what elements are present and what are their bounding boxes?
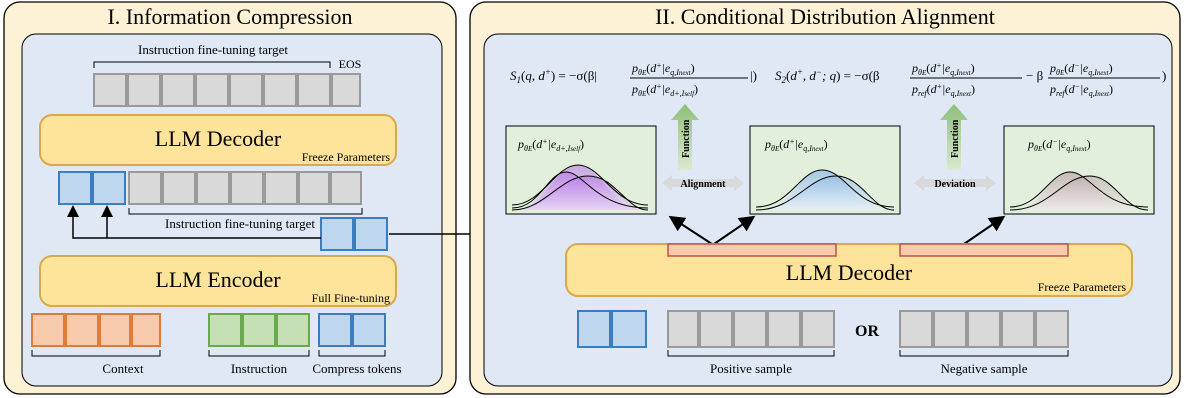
mid-target-label: Instruction fine-tuning target bbox=[165, 216, 315, 231]
alignment-label: Alignment bbox=[681, 179, 727, 190]
mid-compress-tokens bbox=[58, 171, 126, 205]
panel2-llm-decoder bbox=[565, 243, 1133, 297]
decoder-output-neg-bar bbox=[899, 243, 1069, 257]
negative-brace bbox=[899, 350, 1069, 357]
eos-label: EOS bbox=[339, 57, 362, 71]
negative-label: Negative sample bbox=[941, 361, 1028, 376]
function-arrow-right: Function bbox=[940, 104, 968, 170]
mid-target-tokens bbox=[128, 171, 362, 205]
instruction-brace bbox=[208, 350, 310, 357]
positive-sample-tokens bbox=[667, 310, 835, 348]
compress-label: Compress tokens bbox=[312, 361, 401, 376]
panel2-decoder-sub: Freeze Parameters bbox=[1038, 280, 1127, 294]
top-target-tokens bbox=[93, 73, 361, 107]
compress-tokens bbox=[318, 313, 386, 347]
panel1-decoder-sub: Freeze Parameters bbox=[302, 150, 391, 164]
panel1-encoder-name: LLM Encoder bbox=[155, 267, 281, 292]
panel1-encoder-sub: Full Fine-tuning bbox=[312, 291, 390, 305]
dist-box-next-negative: pθE(d−|eq,Inext) bbox=[1003, 125, 1155, 215]
panel2-compress-tokens bbox=[577, 310, 647, 348]
top-target-label: Instruction fine-tuning target bbox=[138, 42, 288, 57]
negative-sample-tokens bbox=[899, 310, 1069, 348]
function-label-right: Function bbox=[950, 119, 961, 158]
function-arrow-left: Function bbox=[671, 104, 699, 170]
panel-conditional-distribution-alignment: II. Conditional Distribution Alignment S… bbox=[469, 1, 1181, 395]
panel1-title: I. Information Compression bbox=[107, 4, 352, 29]
arrow-to-self bbox=[668, 215, 713, 245]
panel1-llm-decoder bbox=[39, 114, 397, 166]
svg-text:S1(q, d+) = −σ(β|: S1(q, d+) = −σ(β| bbox=[510, 67, 597, 85]
svg-text:|): |) bbox=[750, 68, 757, 83]
panel1-decoder-name: LLM Decoder bbox=[155, 126, 282, 151]
or-label: OR bbox=[855, 323, 879, 340]
deviation-label: Deviation bbox=[934, 179, 976, 190]
compress-brace bbox=[318, 350, 386, 357]
svg-text:S2(d+, d−; q) = −σ(β: S2(d+, d−; q) = −σ(β bbox=[775, 67, 880, 85]
deviation-arrow: Deviation bbox=[914, 175, 996, 191]
decoder-output-pos-bar bbox=[667, 243, 837, 257]
arrow-to-decoder-left bbox=[67, 205, 321, 239]
positive-brace bbox=[667, 350, 835, 357]
mid-target-brace bbox=[128, 208, 363, 215]
context-brace bbox=[31, 350, 161, 357]
context-label: Context bbox=[102, 361, 144, 376]
dist-box-next-positive: pθE(d+|eq,Inext) bbox=[749, 125, 901, 215]
function-label-left: Function bbox=[681, 119, 692, 158]
arrow-to-next-neg bbox=[963, 215, 1006, 245]
panel-information-compression: I. Information Compression Instruction f… bbox=[3, 1, 457, 395]
panel2-title: II. Conditional Distribution Alignment bbox=[655, 4, 995, 29]
positive-label: Positive sample bbox=[710, 361, 792, 376]
arrow-to-next-pos bbox=[713, 215, 756, 245]
panel1-llm-encoder bbox=[39, 255, 397, 307]
encoder-output-tokens bbox=[320, 217, 388, 251]
svg-text:− β: − β bbox=[1026, 68, 1044, 83]
panel2-decoder-name: LLM Decoder bbox=[786, 260, 913, 285]
instruction-label: Instruction bbox=[231, 361, 288, 376]
svg-text:): ) bbox=[1162, 68, 1166, 83]
context-tokens bbox=[31, 313, 161, 347]
dist-box-self: pθE(d+|ed+,Iself) bbox=[505, 125, 657, 215]
instruction-tokens bbox=[208, 313, 310, 347]
alignment-arrow: Alignment bbox=[662, 175, 744, 191]
top-target-brace bbox=[93, 61, 331, 68]
